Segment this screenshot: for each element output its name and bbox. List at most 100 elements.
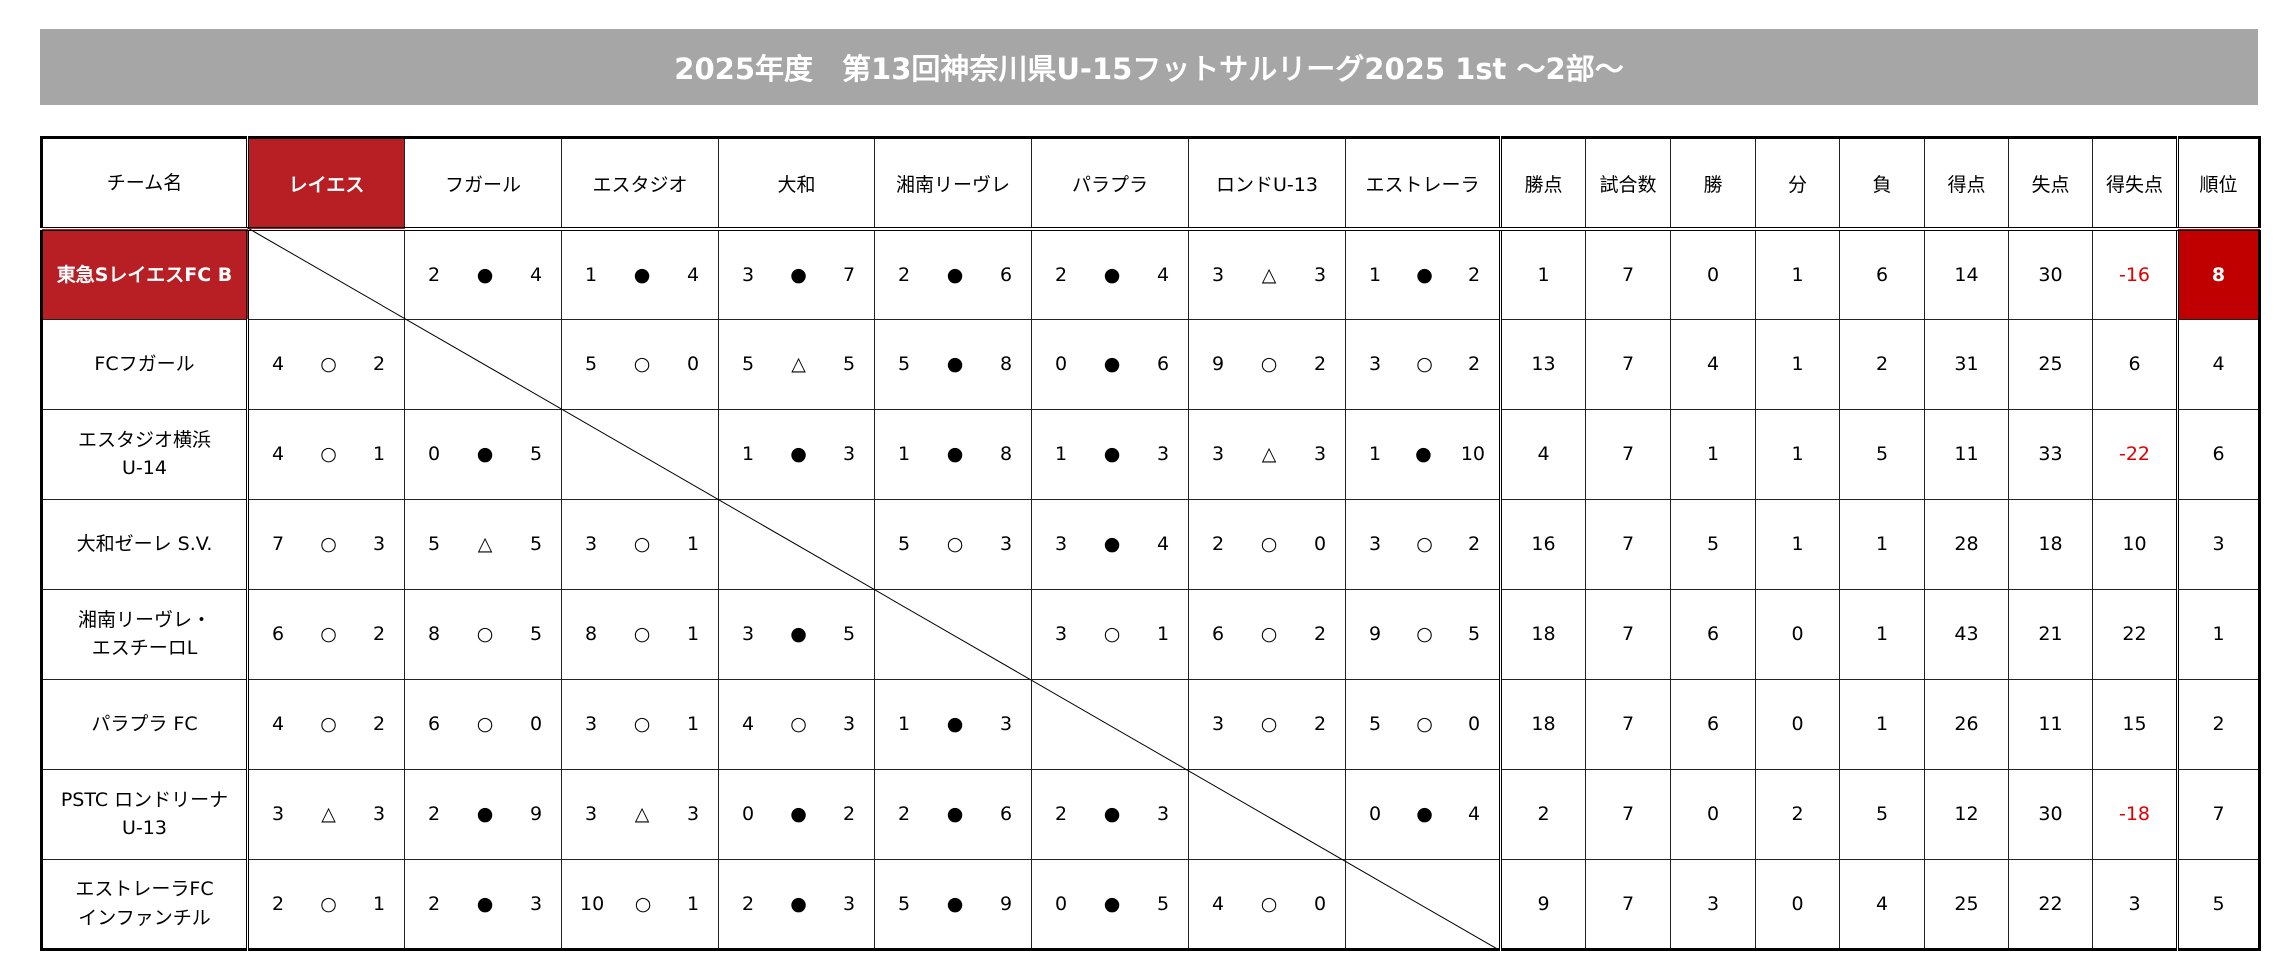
result-mark: ● [946, 263, 964, 286]
result-mark: ● [1103, 892, 1121, 915]
score: 2 ● 9 [405, 803, 561, 825]
goals-against: 4 [1156, 263, 1170, 286]
goals-against-total: 18 [2008, 498, 2093, 590]
result-mark: ● [946, 713, 964, 735]
match-result: 3 ● 4 [1031, 498, 1189, 590]
goals-for: 3 [1211, 443, 1225, 465]
score: 5 ○ 0 [562, 353, 718, 375]
stat-header: 勝点 [1499, 137, 1586, 231]
result-mark: ● [946, 353, 964, 375]
losses: 1 [1839, 498, 1925, 590]
score: 10 ○ 1 [562, 893, 718, 915]
result-mark: ○ [633, 353, 651, 375]
goal-difference: -16 [2092, 228, 2178, 320]
header-row: チーム名 レイエス フガール エスタジオ 大和 湘南リーヴレ パラプラ ロンドU-13 エスト… [41, 137, 2260, 231]
score: 3 ● 7 [719, 264, 874, 286]
goals-against: 9 [529, 803, 543, 825]
draws: 0 [1755, 678, 1840, 770]
goals-against-total: 33 [2008, 408, 2093, 500]
score: 4 ○ 3 [719, 713, 874, 735]
self-match-cell [1188, 768, 1346, 860]
goals-against: 10 [1460, 443, 1485, 465]
goals-for: 3 [584, 533, 598, 555]
goals-for-total: 12 [1924, 768, 2009, 860]
result-mark: ● [790, 803, 807, 825]
rank: 5 [2176, 858, 2260, 950]
goals-for: 3 [271, 803, 285, 825]
goals-against: 5 [1467, 623, 1481, 645]
goals-for: 1 [1368, 443, 1382, 465]
result-mark: ○ [1416, 623, 1433, 645]
points: 2 [1499, 768, 1586, 860]
goals-against: 5 [1156, 892, 1170, 915]
result-mark: △ [1261, 263, 1277, 286]
team-name-header: チーム名 [41, 137, 249, 231]
goals-for: 6 [1211, 623, 1225, 645]
rank: 6 [2176, 408, 2260, 500]
score: 5 △ 5 [719, 353, 874, 375]
result-mark: ○ [320, 892, 337, 915]
goals-against: 8 [999, 443, 1013, 465]
goals-against: 7 [842, 263, 856, 286]
goals-for: 0 [1054, 892, 1068, 915]
draws: 2 [1755, 768, 1840, 860]
team-name-line: パラプラ FC [91, 712, 198, 735]
result-mark: ○ [946, 533, 964, 555]
match-result: 1 ● 3 [1031, 408, 1189, 500]
team-name-line: エスタジオ横浜 [77, 428, 211, 451]
team-name: 大和ゼーレ S.V. [41, 498, 249, 590]
match-result: 3 △ 3 [1188, 408, 1346, 500]
match-result: 2 ● 4 [1031, 228, 1189, 320]
match-result: 2 ● 9 [404, 768, 562, 860]
result-mark: ● [946, 803, 964, 825]
goals-against: 1 [686, 533, 700, 555]
goals-against: 1 [1156, 623, 1170, 645]
score: 3 ○ 2 [1189, 713, 1345, 735]
score: 3 ● 5 [719, 623, 874, 645]
points: 18 [1499, 678, 1586, 770]
opponent-header: 大和 [718, 137, 875, 231]
goals-for: 2 [1211, 533, 1225, 555]
goals-for: 4 [741, 713, 755, 735]
goals-against: 2 [372, 713, 386, 735]
wins: 6 [1670, 678, 1756, 770]
goals-against: 1 [686, 713, 700, 735]
played: 7 [1585, 228, 1671, 320]
goals-against: 0 [686, 353, 700, 375]
match-result: 1 ● 8 [874, 408, 1032, 500]
goals-against: 0 [529, 713, 543, 735]
match-result: 3 ○ 1 [561, 678, 719, 770]
goals-for: 3 [741, 623, 755, 645]
rank: 3 [2176, 498, 2260, 590]
rank: 8 [2176, 228, 2260, 320]
match-result: 1 ● 3 [874, 678, 1032, 770]
rank: 4 [2176, 318, 2260, 410]
team-name: FCフガール [41, 318, 249, 410]
match-result: 3 ● 7 [718, 228, 875, 320]
goals-against: 5 [842, 623, 856, 645]
match-result: 0 ● 2 [718, 768, 875, 860]
goals-against: 3 [1313, 263, 1327, 286]
goals-for-total: 28 [1924, 498, 2009, 590]
score: 5 ○ 3 [875, 533, 1031, 555]
played: 7 [1585, 588, 1671, 680]
goals-for: 9 [1368, 623, 1382, 645]
goals-for: 2 [741, 892, 755, 915]
goals-against: 3 [1156, 803, 1170, 825]
goals-against: 6 [999, 803, 1013, 825]
result-mark: ● [1416, 803, 1433, 825]
goal-difference: -22 [2092, 408, 2178, 500]
goals-for: 9 [1211, 353, 1225, 375]
goals-against: 2 [1467, 263, 1481, 286]
score: 2 ● 6 [875, 803, 1031, 825]
goals-for: 5 [427, 533, 441, 555]
result-mark: ○ [1260, 353, 1278, 375]
score: 3 ○ 1 [1032, 623, 1188, 645]
result-mark: ○ [320, 353, 337, 375]
goals-for: 7 [271, 533, 285, 555]
match-result: 0 ● 5 [404, 408, 562, 500]
goals-for: 2 [427, 892, 441, 915]
stat-header: 得点 [1924, 137, 2009, 231]
goals-for: 6 [427, 713, 441, 735]
score: 0 ● 6 [1032, 353, 1188, 375]
